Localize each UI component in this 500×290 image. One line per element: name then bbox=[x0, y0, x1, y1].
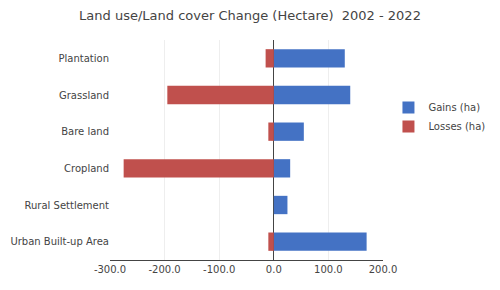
svg-text:-100.0: -100.0 bbox=[203, 264, 235, 275]
svg-text:Grassland: Grassland bbox=[59, 90, 109, 101]
svg-text:Rural Settlement: Rural Settlement bbox=[25, 200, 110, 211]
svg-text:100.0: 100.0 bbox=[314, 264, 343, 275]
svg-text:Land use/Land cover Change (He: Land use/Land cover Change (Hectare) 200… bbox=[79, 8, 421, 23]
svg-text:Plantation: Plantation bbox=[59, 53, 109, 64]
svg-text:0.0: 0.0 bbox=[266, 264, 282, 275]
svg-text:-300.0: -300.0 bbox=[94, 264, 126, 275]
svg-text:-200.0: -200.0 bbox=[148, 264, 180, 275]
svg-text:Cropland: Cropland bbox=[64, 163, 109, 174]
svg-text:Bare land: Bare land bbox=[61, 126, 109, 137]
svg-text:Losses (ha): Losses (ha) bbox=[428, 121, 485, 132]
svg-text:Urban Built-up Area: Urban Built-up Area bbox=[10, 236, 109, 247]
svg-text:200.0: 200.0 bbox=[369, 264, 398, 275]
svg-text:Gains (ha): Gains (ha) bbox=[428, 102, 480, 113]
